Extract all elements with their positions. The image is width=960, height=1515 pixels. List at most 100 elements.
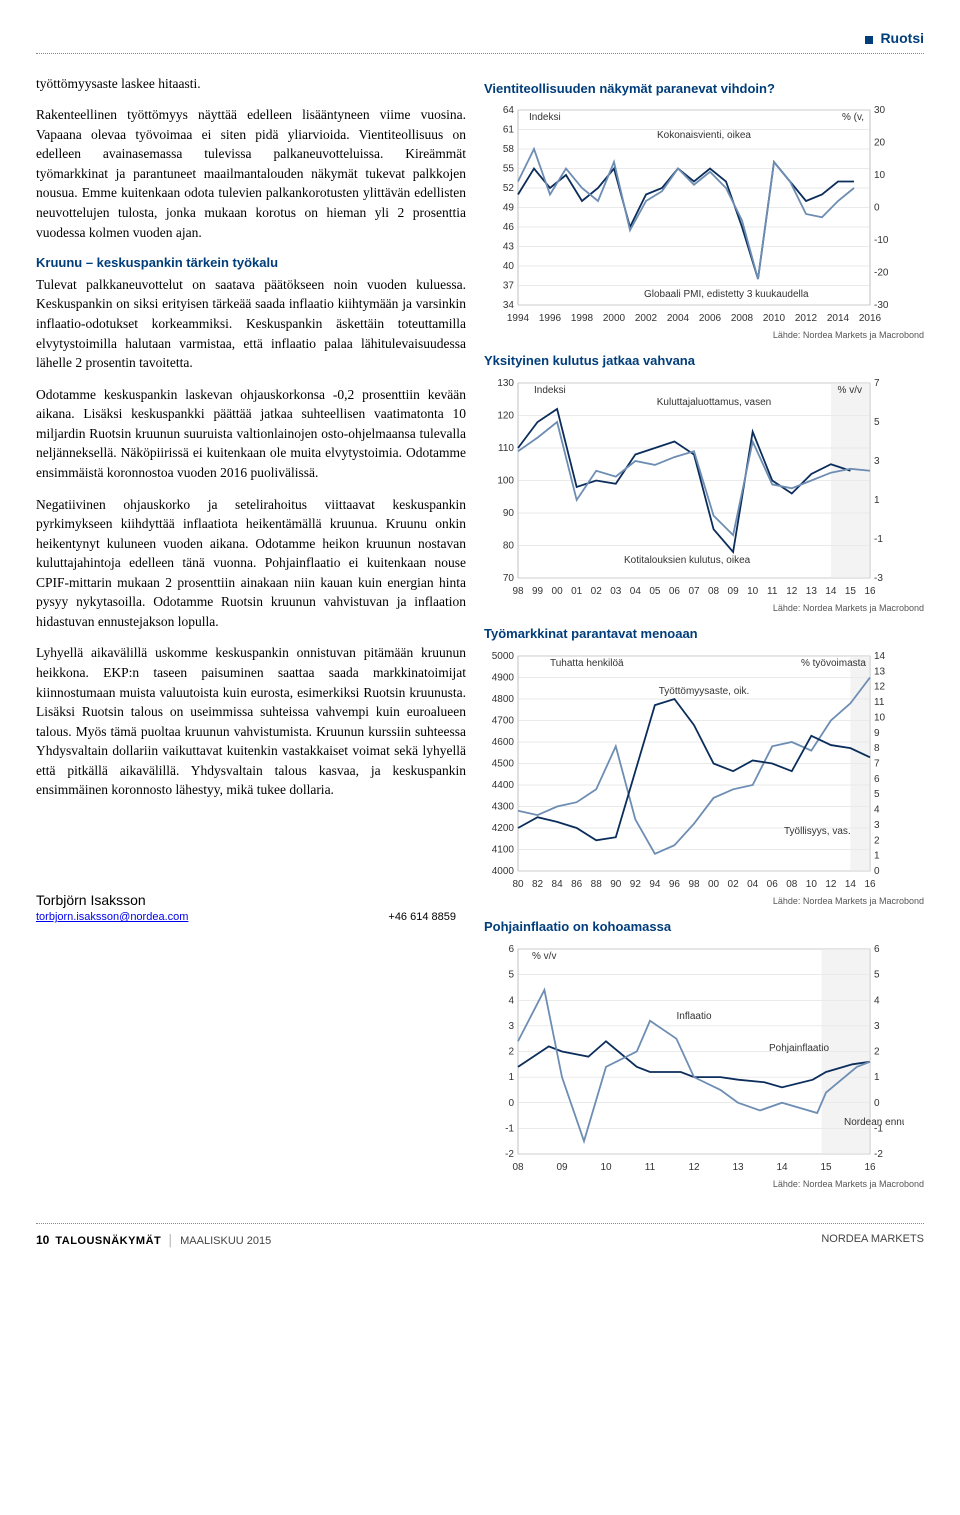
chart4-source: Lähde: Nordea Markets ja Macrobond	[484, 1178, 924, 1191]
svg-text:0: 0	[508, 1098, 514, 1109]
svg-text:4000: 4000	[492, 866, 515, 877]
svg-text:16: 16	[864, 1162, 876, 1173]
svg-text:4800: 4800	[492, 694, 515, 705]
svg-text:-3: -3	[874, 573, 883, 584]
svg-text:52: 52	[503, 183, 515, 194]
svg-text:Indeksi: Indeksi	[529, 112, 561, 123]
svg-text:4300: 4300	[492, 802, 515, 813]
svg-text:4100: 4100	[492, 845, 515, 856]
chart1-title: Vientiteollisuuden näkymät paranevat vih…	[484, 80, 924, 99]
svg-text:4900: 4900	[492, 673, 515, 684]
svg-text:% v/v: % v/v	[532, 951, 556, 962]
para-2: Rakenteellinen työttömyys näyttää edelle…	[36, 105, 466, 242]
svg-text:3: 3	[874, 1021, 880, 1032]
svg-text:120: 120	[497, 411, 514, 422]
svg-text:2008: 2008	[731, 313, 754, 324]
author-email[interactable]: torbjorn.isaksson@nordea.com	[36, 911, 188, 923]
svg-text:2: 2	[508, 1047, 514, 1058]
svg-text:61: 61	[503, 125, 515, 136]
text-column: työttömyysaste laskee hitaasti. Rakentee…	[36, 74, 466, 1202]
svg-text:% työvoimasta: % työvoimasta	[801, 658, 866, 669]
svg-text:Työttömyysaste, oik.: Työttömyysaste, oik.	[659, 686, 750, 697]
svg-text:5000: 5000	[492, 651, 515, 662]
svg-text:20: 20	[874, 138, 886, 149]
svg-text:3: 3	[874, 820, 880, 831]
svg-text:14: 14	[825, 586, 837, 597]
svg-text:2012: 2012	[795, 313, 818, 324]
svg-text:12: 12	[874, 682, 886, 693]
svg-text:16: 16	[864, 879, 876, 890]
svg-text:2016: 2016	[859, 313, 882, 324]
chart2: 708090100110120130-3-1135798990001020304…	[484, 375, 904, 600]
svg-text:100: 100	[497, 476, 514, 487]
svg-text:09: 09	[556, 1162, 568, 1173]
chart3-source: Lähde: Nordea Markets ja Macrobond	[484, 895, 924, 908]
svg-text:00: 00	[708, 879, 720, 890]
para-1: työttömyysaste laskee hitaasti.	[36, 74, 466, 94]
charts-column: Vientiteollisuuden näkymät paranevat vih…	[484, 74, 924, 1202]
svg-text:Pohjainflaatio: Pohjainflaatio	[769, 1043, 829, 1054]
chart3: 4000410042004300440045004600470048004900…	[484, 648, 904, 893]
svg-text:14: 14	[776, 1162, 788, 1173]
svg-text:-2: -2	[874, 1149, 883, 1160]
svg-text:4500: 4500	[492, 759, 515, 770]
author-phone: +46 614 8859	[388, 910, 456, 926]
svg-text:10: 10	[874, 713, 886, 724]
svg-text:Työllisyys, vas.: Työllisyys, vas.	[784, 826, 851, 837]
svg-text:1998: 1998	[571, 313, 594, 324]
svg-text:1994: 1994	[507, 313, 530, 324]
svg-text:10: 10	[874, 170, 886, 181]
svg-text:13: 13	[806, 586, 818, 597]
svg-text:30: 30	[874, 105, 886, 116]
svg-text:40: 40	[503, 261, 515, 272]
svg-text:11: 11	[874, 697, 885, 708]
svg-text:34: 34	[503, 300, 515, 311]
svg-text:4200: 4200	[492, 823, 515, 834]
svg-text:10: 10	[747, 586, 759, 597]
svg-text:90: 90	[610, 879, 622, 890]
svg-text:07: 07	[688, 586, 700, 597]
svg-text:14: 14	[874, 651, 886, 662]
svg-text:08: 08	[786, 879, 798, 890]
svg-text:-10: -10	[874, 235, 889, 246]
para-3: Tulevat palkkaneuvottelut on saatava pää…	[36, 275, 466, 373]
svg-text:1: 1	[874, 495, 880, 506]
svg-text:80: 80	[512, 879, 524, 890]
svg-text:98: 98	[512, 586, 524, 597]
svg-text:15: 15	[845, 586, 857, 597]
svg-text:11: 11	[645, 1162, 656, 1173]
svg-text:00: 00	[552, 586, 564, 597]
svg-text:98: 98	[688, 879, 700, 890]
svg-text:96: 96	[669, 879, 681, 890]
footer-title: TALOUSNÄKYMÄT	[55, 1234, 161, 1250]
footer-sep: │	[167, 1234, 174, 1250]
svg-text:84: 84	[552, 879, 564, 890]
svg-text:5: 5	[874, 417, 880, 428]
para-4: Odotamme keskuspankin laskevan ohjauskor…	[36, 385, 466, 483]
svg-text:11: 11	[767, 586, 778, 597]
svg-text:2014: 2014	[827, 313, 850, 324]
svg-text:1: 1	[874, 1072, 880, 1083]
svg-text:10: 10	[600, 1162, 612, 1173]
svg-text:90: 90	[503, 508, 515, 519]
svg-text:4400: 4400	[492, 780, 515, 791]
svg-text:99: 99	[532, 586, 544, 597]
svg-text:09: 09	[728, 586, 740, 597]
chart4: -2-10123456-2-10123456080910111213141516…	[484, 941, 904, 1176]
svg-text:2002: 2002	[635, 313, 658, 324]
svg-text:12: 12	[825, 879, 837, 890]
svg-text:04: 04	[747, 879, 759, 890]
header-country: Ruotsi	[880, 30, 924, 46]
chart2-title: Yksityinen kulutus jatkaa vahvana	[484, 352, 924, 371]
svg-text:64: 64	[503, 105, 515, 116]
svg-text:6: 6	[508, 944, 514, 955]
svg-text:8: 8	[874, 743, 880, 754]
svg-text:6: 6	[874, 774, 880, 785]
page-header: Ruotsi	[36, 28, 924, 54]
header-square-icon	[865, 36, 873, 44]
svg-text:5: 5	[508, 970, 514, 981]
svg-text:7: 7	[874, 378, 880, 389]
svg-text:04: 04	[630, 586, 642, 597]
svg-text:4600: 4600	[492, 737, 515, 748]
svg-text:2006: 2006	[699, 313, 722, 324]
